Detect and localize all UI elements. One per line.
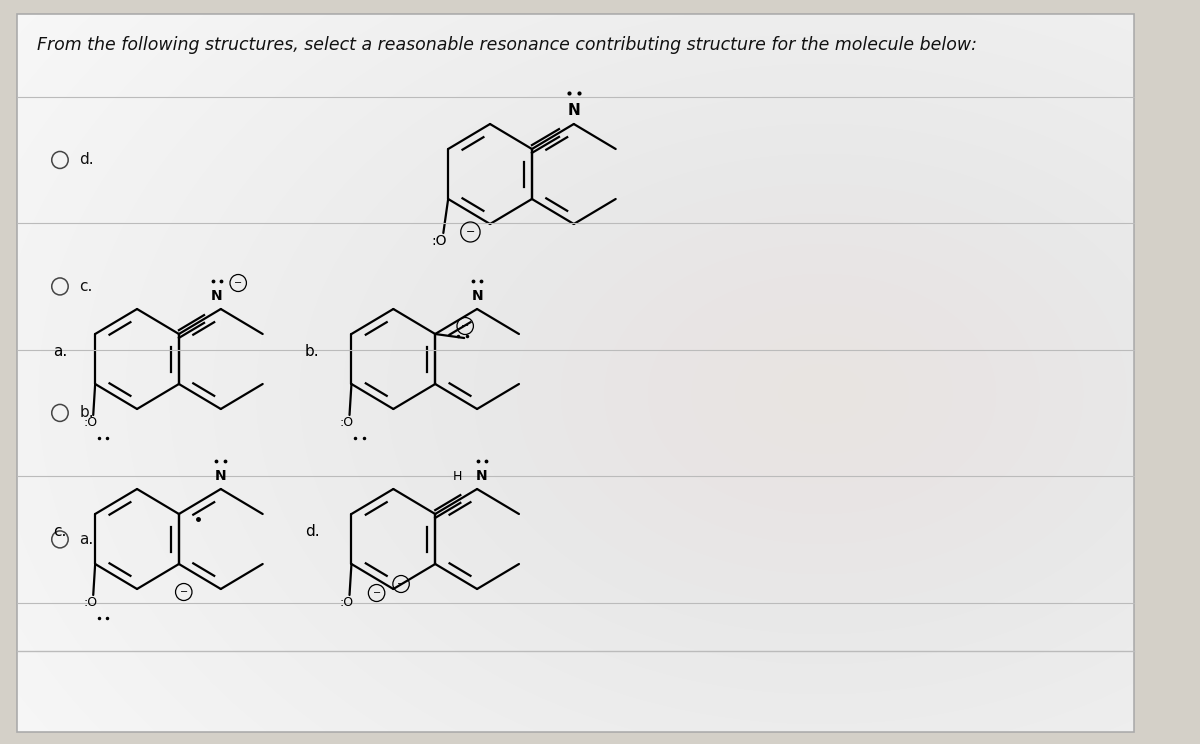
Text: −: − [466, 227, 475, 237]
Text: From the following structures, select a reasonable resonance contributing struct: From the following structures, select a … [37, 36, 977, 54]
Text: d.: d. [79, 153, 94, 167]
Text: N: N [568, 103, 580, 118]
FancyBboxPatch shape [18, 14, 1134, 732]
Text: H: H [454, 470, 462, 483]
Text: :O: :O [84, 415, 97, 429]
Text: c.: c. [53, 524, 66, 539]
Text: a.: a. [53, 344, 67, 359]
Text: N: N [211, 289, 223, 303]
Text: c.: c. [79, 279, 92, 294]
Text: b.: b. [79, 405, 94, 420]
Text: :O: :O [340, 415, 354, 429]
Text: −: − [180, 587, 188, 597]
Text: −: − [372, 588, 380, 598]
Text: d.: d. [305, 524, 319, 539]
Text: :O: :O [84, 595, 97, 609]
Text: −: − [234, 278, 242, 288]
Text: N: N [472, 289, 482, 303]
Text: −: − [397, 579, 406, 589]
Text: :O: :O [432, 234, 448, 248]
Text: N: N [476, 469, 487, 483]
Text: −: − [461, 321, 469, 331]
Text: :O: :O [340, 595, 354, 609]
Text: a.: a. [79, 532, 94, 547]
Text: N: N [215, 469, 227, 483]
Text: b.: b. [305, 344, 319, 359]
